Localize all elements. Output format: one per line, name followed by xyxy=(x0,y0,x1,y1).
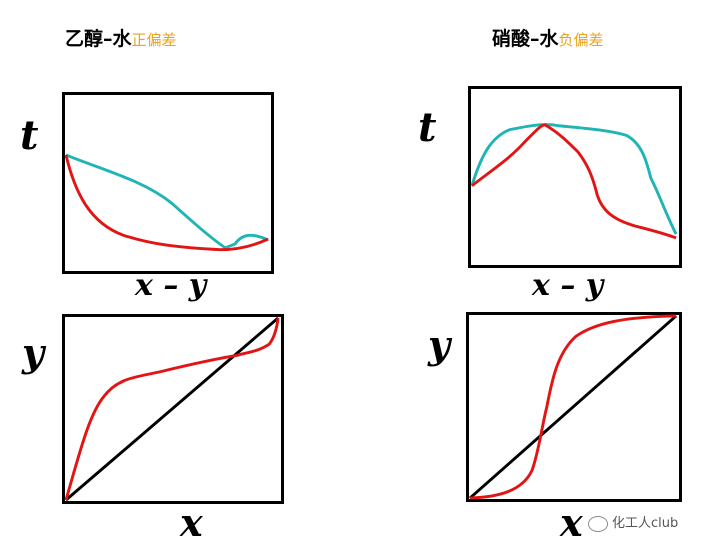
ethanol-water-txy-plot xyxy=(62,92,274,274)
right-title-deviation: 负偏差 xyxy=(558,31,604,49)
right-title-main: 硝酸–水 xyxy=(492,28,559,50)
watermark-text: 化工人club xyxy=(612,516,679,531)
ethanol-water-txy-svg xyxy=(64,153,269,252)
nitric-water-txy-svg xyxy=(470,123,678,240)
nitric-water-xy-plot xyxy=(466,312,682,502)
nitric-water-xy-svg xyxy=(469,314,678,500)
right-xy-axis-label: x – y xyxy=(532,268,604,303)
left-x-axis-label: x xyxy=(180,500,203,545)
watermark: 化工人club xyxy=(588,512,678,532)
right-y-axis-label: y xyxy=(428,322,451,367)
left-diagram-title: 乙醇–水正偏差 xyxy=(65,24,177,51)
left-y-axis-label: y xyxy=(22,330,45,375)
left-t-axis-label: t xyxy=(20,112,39,159)
nitric-water-txy-plot xyxy=(468,86,682,268)
bubble-point-curve xyxy=(471,123,677,240)
diagonal-line xyxy=(65,316,280,502)
left-title-main: 乙醇–水 xyxy=(65,28,132,50)
equilibrium-curve xyxy=(64,317,280,501)
equilibrium-curve xyxy=(469,314,677,500)
ethanol-water-xy-svg xyxy=(64,316,280,502)
wechat-icon xyxy=(588,515,608,532)
diagonal-line xyxy=(469,314,678,500)
right-t-axis-label: t xyxy=(418,104,437,151)
bubble-point-curve xyxy=(64,154,269,252)
right-x-axis-label: x xyxy=(560,500,583,545)
dew-point-curve xyxy=(65,153,269,250)
dew-point-curve xyxy=(470,123,678,235)
right-diagram-title: 硝酸–水负偏差 xyxy=(492,24,604,51)
left-title-deviation: 正偏差 xyxy=(131,31,177,49)
ethanol-water-xy-plot xyxy=(62,314,284,504)
